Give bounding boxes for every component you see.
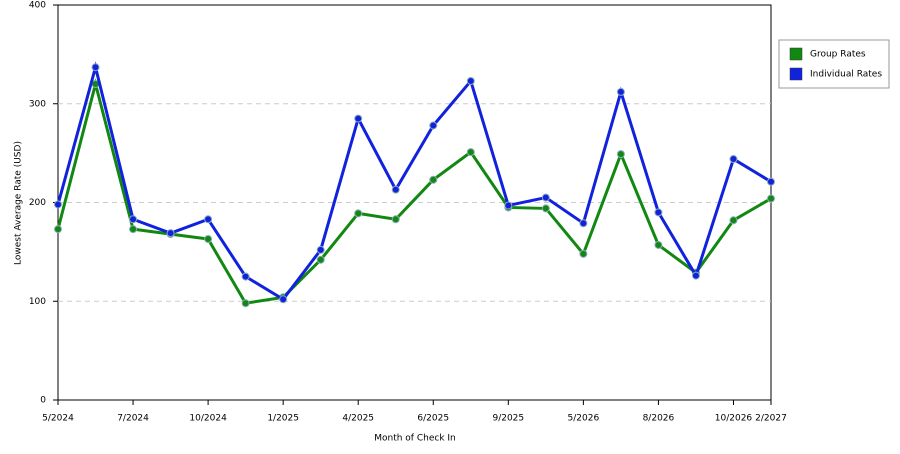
x-tick-label: 10/2024 bbox=[189, 414, 227, 424]
x-tick-label: 5/2024 bbox=[42, 414, 74, 424]
data-point bbox=[654, 208, 663, 217]
data-point bbox=[316, 255, 325, 264]
data-point bbox=[466, 77, 475, 86]
series-line bbox=[56, 61, 772, 302]
y-tick-label: 400 bbox=[29, 1, 46, 11]
x-tick-label: 6/2025 bbox=[417, 414, 449, 424]
data-point bbox=[354, 114, 363, 123]
data-point bbox=[729, 155, 738, 164]
x-tick-label: 4/2025 bbox=[342, 414, 374, 424]
data-point bbox=[54, 200, 62, 209]
data-point bbox=[579, 219, 588, 228]
data-point bbox=[391, 185, 400, 194]
data-point bbox=[729, 216, 738, 225]
data-point bbox=[91, 63, 100, 72]
data-point bbox=[241, 272, 250, 281]
y-tick-label: 300 bbox=[29, 99, 46, 109]
y-axis-label: Lowest Average Rate (USD) bbox=[14, 141, 24, 265]
legend-swatch bbox=[789, 67, 803, 81]
data-point bbox=[54, 225, 62, 234]
data-point bbox=[654, 240, 663, 249]
x-axis-label: Month of Check In bbox=[374, 434, 456, 444]
data-point bbox=[129, 225, 138, 234]
data-point bbox=[354, 209, 363, 218]
series-line bbox=[56, 78, 772, 305]
data-point bbox=[616, 87, 625, 96]
y-tick-label: 0 bbox=[40, 396, 46, 406]
data-point bbox=[767, 177, 775, 186]
data-point bbox=[504, 201, 513, 210]
x-tick-label: 2/2027 bbox=[755, 414, 787, 424]
data-point bbox=[279, 295, 288, 304]
data-point bbox=[391, 215, 400, 224]
data-point bbox=[579, 249, 588, 258]
data-point bbox=[429, 175, 438, 184]
legend-box bbox=[778, 39, 890, 89]
data-point bbox=[541, 193, 550, 202]
data-point bbox=[691, 271, 700, 280]
x-tick-label: 1/2025 bbox=[267, 414, 299, 424]
legend-label: Group Rates bbox=[810, 50, 866, 60]
data-point bbox=[166, 229, 175, 238]
legend-label: Individual Rates bbox=[810, 70, 882, 80]
x-tick-label: 9/2025 bbox=[492, 414, 524, 424]
x-tick-label: 8/2026 bbox=[643, 414, 675, 424]
y-tick-label: 200 bbox=[29, 198, 46, 208]
data-point bbox=[466, 148, 475, 157]
x-tick-label: 10/2026 bbox=[715, 414, 753, 424]
data-point bbox=[616, 150, 625, 159]
data-point bbox=[204, 215, 213, 224]
legend-swatch bbox=[789, 47, 803, 61]
x-tick-label: 7/2024 bbox=[117, 414, 149, 424]
data-point bbox=[316, 245, 325, 254]
data-point bbox=[429, 121, 438, 130]
data-point bbox=[129, 215, 138, 224]
data-point bbox=[541, 204, 550, 213]
y-tick-label: 100 bbox=[29, 297, 46, 307]
data-point bbox=[204, 235, 213, 244]
data-point bbox=[241, 299, 250, 308]
x-tick-label: 5/2026 bbox=[568, 414, 600, 424]
data-point bbox=[767, 194, 775, 203]
